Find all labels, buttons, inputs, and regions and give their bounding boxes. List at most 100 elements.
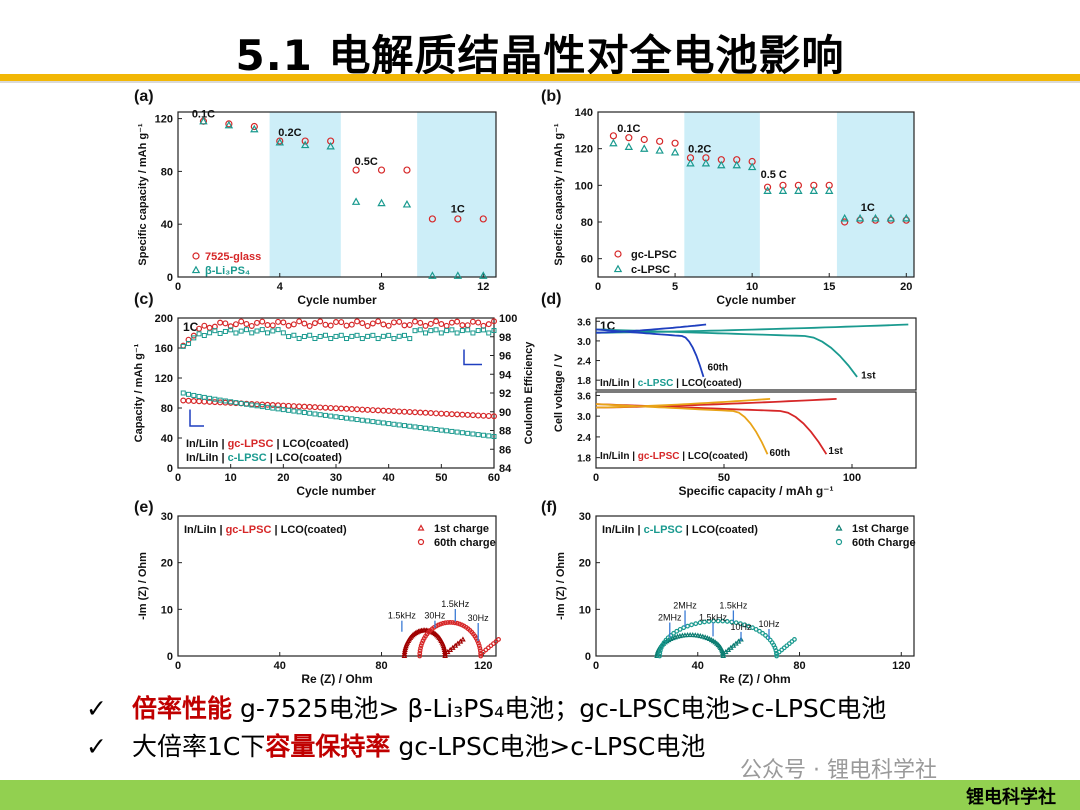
ce-point-c-lpsc — [212, 328, 218, 334]
y-tick-label: 60 — [581, 254, 593, 266]
y-tick-label: 0 — [585, 651, 591, 663]
data-point-gc-lpsc — [763, 183, 772, 191]
plot-frame — [597, 111, 915, 278]
ce-point-gc-lpsc — [359, 320, 366, 327]
ce-point-c-lpsc — [375, 336, 381, 342]
ce-point-c-lpsc — [386, 332, 392, 338]
capacity-point-gc-lpsc — [322, 404, 329, 411]
data-point-beta-li3ps4 — [402, 199, 412, 208]
plot-frame — [595, 317, 917, 391]
x-tick-label: 80 — [793, 660, 805, 672]
ce-point-c-lpsc — [370, 332, 376, 338]
data-point-beta-li3ps4 — [479, 271, 488, 279]
ce-point-gc-lpsc — [206, 324, 213, 331]
data-point-c-lpsc — [701, 158, 711, 167]
data-point-beta-li3ps4 — [377, 198, 386, 207]
curve-c-lpsc-60th-discharge — [595, 328, 705, 378]
capacity-point-c-lpsc — [301, 410, 307, 416]
y-axis-label: -Im (Z) / Ohm — [137, 552, 149, 620]
legend-label-first: 1st charge — [434, 523, 489, 535]
x-axis-label: Cycle number — [296, 484, 376, 498]
nyquist-point-first — [697, 632, 704, 639]
data-point-beta-li3ps4 — [275, 137, 284, 146]
nyquist-point-sixtieth — [720, 618, 726, 624]
capacity-point-c-lpsc — [401, 423, 407, 429]
data-point-7525-glass — [479, 215, 487, 223]
capacity-point-c-lpsc — [238, 400, 244, 406]
ce-point-gc-lpsc — [238, 318, 245, 325]
y-tick-label: 40 — [161, 219, 173, 231]
capacity-point-c-lpsc — [217, 397, 223, 403]
ce-point-c-lpsc — [191, 335, 197, 341]
nyquist-point-first — [689, 632, 696, 638]
ce-point-gc-lpsc — [427, 320, 434, 327]
legend-label-first: 1st Charge — [852, 523, 909, 535]
nyquist-point-sixtieth — [665, 635, 671, 641]
y-tick-label: 160 — [155, 343, 173, 355]
curve-label-60th: 60th — [708, 362, 729, 373]
ce-point-gc-lpsc — [401, 322, 408, 329]
ce-point-gc-lpsc — [227, 323, 234, 330]
nyquist-point-sixtieth — [418, 645, 423, 651]
x-tick-label: 0 — [175, 660, 181, 672]
y-tick-label: 3.6 — [577, 391, 591, 402]
data-point-c-lpsc — [763, 186, 772, 194]
curve-gc-lpsc-60th-discharge — [595, 403, 769, 455]
capacity-point-gc-lpsc — [369, 407, 376, 414]
y-axis-label: Specific capacity / mAh g⁻¹ — [137, 123, 149, 265]
data-point-c-lpsc — [824, 186, 834, 194]
ce-point-c-lpsc — [365, 333, 371, 339]
nyquist-point-first — [684, 632, 691, 638]
x-tick-label: 8 — [378, 281, 384, 293]
ce-point-c-lpsc — [338, 332, 344, 338]
capacity-point-c-lpsc — [396, 422, 402, 428]
ce-point-c-lpsc — [307, 332, 313, 338]
bullet-highlight: 倍率性能 — [132, 694, 233, 723]
ce-point-gc-lpsc — [433, 318, 440, 325]
legend-marker-triangle — [835, 524, 843, 531]
y-tick-label: 30 — [161, 511, 173, 523]
ce-point-c-lpsc — [333, 333, 339, 339]
y-right-tick-label: 98 — [499, 332, 511, 344]
rate-shading — [836, 112, 914, 277]
capacity-point-c-lpsc — [438, 427, 444, 433]
x-tick-label: 60 — [488, 472, 500, 484]
ce-point-gc-lpsc — [217, 319, 224, 326]
x-tick-label: 5 — [672, 281, 678, 293]
bullet-capacity-retention: ✓ 大倍率1C下容量保持率 gc-LPSC电池>c-LPSC电池 — [86, 728, 1046, 766]
nyquist-point-sixtieth — [724, 619, 730, 624]
rate-label: 1C — [451, 203, 465, 215]
x-tick-label: 40 — [383, 472, 395, 484]
x-tick-label: 4 — [277, 281, 284, 293]
nyquist-point-sixtieth — [417, 650, 423, 656]
nyquist-point-first — [704, 635, 711, 641]
x-tick-label: 40 — [692, 660, 704, 672]
slide-title: 5.1 电解质结晶性对全电池影响 — [235, 31, 845, 80]
bullet-list: ✓ 倍率性能 g-7525电池> β-Li₃PS₄电池；gc-LPSC电池>c-L… — [86, 690, 1046, 766]
y-axis-label: -Im (Z) / Ohm — [555, 552, 567, 620]
ce-point-gc-lpsc — [459, 322, 466, 329]
capacity-point-gc-lpsc — [412, 409, 419, 416]
ce-point-gc-lpsc — [327, 322, 334, 329]
nyquist-point-sixtieth — [677, 626, 683, 632]
ce-point-c-lpsc — [217, 330, 223, 336]
nyquist-point-sixtieth — [729, 619, 735, 625]
nyquist-point-first — [702, 634, 708, 640]
x-tick-label: 50 — [718, 472, 730, 484]
y-tick-label: 80 — [161, 403, 173, 415]
ce-point-gc-lpsc — [469, 318, 476, 325]
capacity-point-gc-lpsc — [491, 413, 498, 420]
frequency-annotation: 1.5kHz — [441, 599, 470, 609]
rate-shading — [417, 112, 496, 277]
nyquist-point-sixtieth — [750, 625, 755, 631]
panel-letter: (d) — [541, 291, 561, 308]
y-right-tick-label: 96 — [499, 351, 511, 363]
ce-point-gc-lpsc — [354, 318, 361, 325]
ce-point-gc-lpsc — [485, 321, 492, 328]
ce-point-c-lpsc — [259, 327, 265, 333]
data-point-c-lpsc — [717, 160, 726, 169]
ce-point-gc-lpsc — [338, 319, 345, 326]
ce-point-c-lpsc — [270, 328, 276, 334]
nyquist-tail-first — [460, 636, 466, 642]
capacity-point-gc-lpsc — [348, 406, 355, 413]
